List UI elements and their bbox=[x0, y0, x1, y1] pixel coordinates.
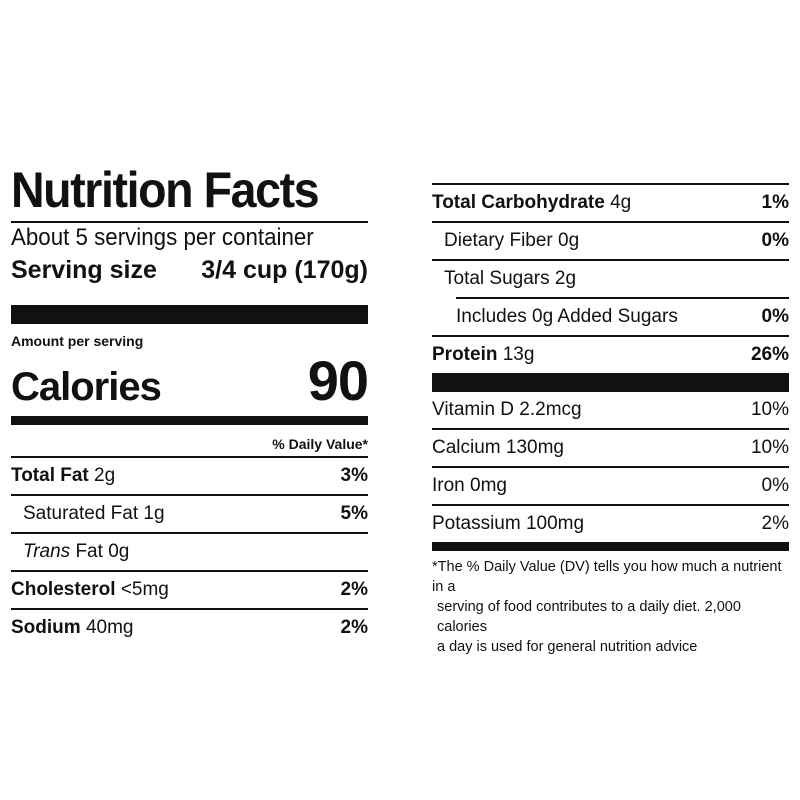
footnote-bold: The % Daily Value (DV) bbox=[437, 559, 590, 575]
vitamin-name: Potassium bbox=[432, 513, 521, 534]
nutrient-row-saturated-fat: Saturated Fat 1g 5% bbox=[11, 496, 368, 532]
medium-divider bbox=[11, 416, 368, 425]
nutrient-dv: 26% bbox=[750, 344, 789, 365]
nutrient-name: Fat bbox=[75, 541, 103, 562]
vitamin-name: Vitamin D bbox=[432, 399, 515, 420]
footnote-line1: tells you how much a nutrient in a bbox=[432, 559, 782, 595]
nutrient-amount: 13g bbox=[502, 344, 535, 365]
nutrient-name: Cholesterol bbox=[11, 579, 116, 600]
divider bbox=[11, 608, 368, 610]
nutrient-name: Sodium bbox=[11, 617, 81, 638]
calories-row: Calories 90 bbox=[11, 349, 369, 412]
vitamin-amount: 2.2mcg bbox=[519, 399, 582, 420]
divider bbox=[11, 532, 368, 534]
serving-size-row: Serving size 3/4 cup (170g) bbox=[11, 255, 368, 305]
nutrient-name: Total Sugars bbox=[444, 268, 550, 289]
nutrient-row-total-fat: Total Fat 2g 3% bbox=[11, 458, 368, 494]
divider bbox=[432, 183, 789, 185]
nutrient-name-italic: Trans bbox=[23, 541, 71, 562]
medium-divider bbox=[432, 542, 789, 551]
nutrient-row-trans-fat: Trans Fat 0g bbox=[11, 534, 368, 570]
footnote: *The % Daily Value (DV) tells you how mu… bbox=[432, 551, 789, 657]
nutrition-facts-left-panel: Nutrition Facts About 5 servings per con… bbox=[11, 160, 369, 646]
nutrient-name: Dietary Fiber bbox=[444, 230, 553, 251]
divider bbox=[11, 221, 368, 223]
divider bbox=[432, 221, 789, 223]
heavy-divider bbox=[11, 305, 368, 324]
amount-per-serving: Amount per serving bbox=[11, 333, 144, 349]
nutrient-name: Includes 0g Added Sugars bbox=[456, 306, 678, 327]
divider bbox=[432, 335, 789, 337]
divider bbox=[11, 456, 368, 458]
nutrient-row-sodium: Sodium 40mg 2% bbox=[11, 610, 368, 646]
label-title: Nutrition Facts bbox=[11, 162, 320, 218]
divider bbox=[11, 570, 368, 572]
serving-size-label: Serving size bbox=[11, 256, 157, 284]
divider-inset bbox=[456, 297, 789, 299]
vitamin-amount: 0mg bbox=[470, 475, 507, 496]
vitamin-amount: 100mg bbox=[525, 513, 585, 534]
divider bbox=[11, 494, 368, 496]
footnote-line3: a day is used for general nutrition advi… bbox=[437, 639, 698, 655]
nutrient-row-total-sugars: Total Sugars 2g bbox=[432, 261, 789, 297]
nutrient-row-dietary-fiber: Dietary Fiber 0g 0% bbox=[432, 223, 789, 259]
nutrient-dv: 3% bbox=[340, 465, 368, 486]
footnote-star: * bbox=[432, 559, 438, 575]
servings-per-container: About 5 servings per container bbox=[11, 224, 314, 251]
vitamin-amount: 130mg bbox=[505, 437, 565, 458]
vitamin-row-vitamin-d: Vitamin D 2.2mcg 10% bbox=[432, 392, 789, 428]
nutrient-dv: 0% bbox=[761, 230, 789, 251]
vitamin-row-potassium: Potassium 100mg 2% bbox=[432, 506, 789, 542]
divider bbox=[432, 259, 789, 261]
vitamin-dv: 10% bbox=[750, 437, 789, 458]
vitamin-dv: 10% bbox=[750, 399, 789, 420]
nutrient-row-cholesterol: Cholesterol <5mg 2% bbox=[11, 572, 368, 608]
nutrient-amount: 2g bbox=[94, 465, 116, 486]
vitamin-row-calcium: Calcium 130mg 10% bbox=[432, 430, 789, 466]
vitamin-name: Calcium bbox=[432, 437, 501, 458]
daily-value-header: % Daily Value* bbox=[272, 436, 368, 452]
nutrient-dv: 5% bbox=[340, 503, 368, 524]
divider bbox=[432, 428, 789, 430]
nutrient-name: Total Fat bbox=[11, 465, 89, 486]
nutrient-amount: 2g bbox=[554, 268, 577, 289]
calories-value: 90 bbox=[307, 349, 369, 412]
vitamin-row-iron: Iron 0mg 0% bbox=[432, 468, 789, 504]
nutrient-name: Total Carbohydrate bbox=[432, 192, 605, 213]
vitamin-name: Iron bbox=[432, 475, 465, 496]
nutrient-amount: 0g bbox=[558, 230, 580, 251]
footnote-line2: serving of food contributes to a daily d… bbox=[437, 599, 741, 635]
vitamin-dv: 0% bbox=[761, 475, 789, 496]
calories-label: Calories bbox=[11, 365, 162, 409]
nutrient-name: Saturated Fat bbox=[23, 503, 139, 524]
divider bbox=[432, 504, 789, 506]
nutrient-amount: 0g bbox=[108, 541, 130, 562]
nutrient-dv: 1% bbox=[761, 192, 789, 213]
heavy-divider bbox=[432, 373, 789, 392]
nutrient-amount: 4g bbox=[610, 192, 632, 213]
nutrient-dv: 2% bbox=[340, 617, 368, 638]
nutrient-name: Protein bbox=[432, 344, 498, 365]
nutrient-row-total-carbohydrate: Total Carbohydrate 4g 1% bbox=[432, 185, 789, 221]
nutrient-row-protein: Protein 13g 26% bbox=[432, 337, 789, 373]
nutrition-facts-right-panel: Total Carbohydrate 4g 1% Dietary Fiber 0… bbox=[432, 183, 789, 657]
nutrient-dv: 2% bbox=[340, 579, 368, 600]
vitamin-dv: 2% bbox=[761, 513, 789, 534]
nutrient-dv: 0% bbox=[761, 306, 789, 327]
nutrient-row-added-sugars: Includes 0g Added Sugars 0% bbox=[432, 299, 789, 335]
nutrient-amount: 40mg bbox=[85, 617, 134, 638]
nutrient-amount: 1g bbox=[143, 503, 165, 524]
nutrient-amount: <5mg bbox=[120, 579, 169, 600]
divider bbox=[432, 466, 789, 468]
serving-size-value: 3/4 cup (170g) bbox=[201, 256, 368, 284]
